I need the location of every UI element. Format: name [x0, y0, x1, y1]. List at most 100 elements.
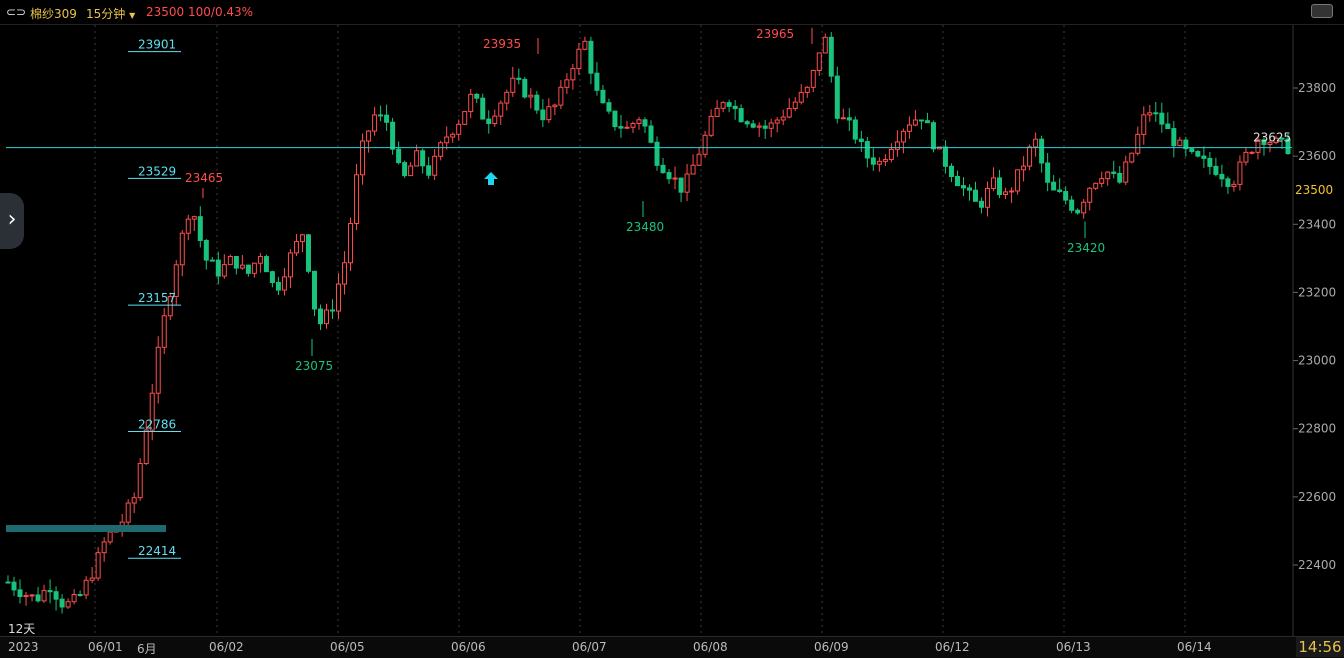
candle-body	[299, 234, 305, 243]
candle-body	[65, 601, 71, 608]
date-label: 06/01	[88, 640, 123, 654]
candle-body	[1183, 139, 1189, 150]
candle-body	[384, 114, 390, 123]
candle-body	[251, 262, 257, 274]
candle-body	[83, 579, 89, 596]
candle-body	[600, 89, 606, 104]
candle-body	[215, 259, 221, 277]
y-tick-label: 23000	[1298, 354, 1336, 368]
candle-body	[528, 94, 534, 98]
candle-body	[1153, 112, 1159, 115]
y-tick-label: 22800	[1298, 422, 1336, 436]
candle-body	[323, 309, 329, 325]
candle-body	[5, 581, 11, 584]
candle-body	[185, 218, 191, 234]
candle-body	[516, 77, 522, 80]
candle-body	[888, 148, 894, 161]
candle-body	[979, 200, 985, 208]
candle-body	[263, 256, 269, 273]
candle-body	[390, 121, 396, 150]
candle-body	[1015, 169, 1021, 192]
candle-body	[468, 93, 474, 113]
candle-body	[360, 140, 366, 176]
candle-body	[330, 309, 336, 312]
date-label: 06/07	[572, 640, 607, 654]
candle-body	[167, 296, 173, 317]
candle-body	[372, 114, 378, 132]
candle-body	[101, 541, 107, 554]
candle-body	[552, 104, 558, 108]
candle-body	[870, 157, 876, 165]
candle-body	[149, 392, 155, 431]
candle-body	[726, 102, 732, 107]
candle-body	[239, 264, 245, 269]
candle-body	[973, 189, 979, 202]
candle-body	[1105, 171, 1111, 180]
candle-body	[1033, 138, 1039, 148]
candle-body	[53, 591, 59, 600]
extreme-label: 23965	[756, 27, 794, 41]
candle-body	[702, 134, 708, 155]
candle-body	[960, 185, 966, 189]
period-selector[interactable]: 15分钟 ▼	[86, 5, 135, 22]
candle-body	[1093, 182, 1099, 189]
candle-body	[900, 130, 906, 143]
candle-body	[432, 155, 438, 176]
candle-body	[570, 68, 576, 81]
candle-body	[498, 102, 504, 117]
period-label: 15分钟	[86, 7, 126, 21]
candle-body	[684, 173, 690, 193]
level-label: 23157	[138, 291, 176, 305]
level-label: 22786	[138, 417, 176, 431]
candle-body	[522, 78, 528, 98]
candle-body	[1129, 152, 1135, 163]
candle-body	[1237, 161, 1243, 185]
candle-body	[762, 125, 768, 129]
candle-body	[336, 283, 342, 312]
candle-body	[125, 502, 131, 523]
candle-body	[576, 48, 582, 70]
candle-body	[197, 216, 203, 241]
candle-body	[366, 130, 372, 142]
candle-body	[287, 252, 293, 278]
candle-body	[1003, 191, 1009, 196]
candle-body	[257, 256, 263, 264]
date-label: 06/13	[1056, 640, 1091, 654]
link-icon[interactable]: ⊂⊃	[6, 5, 27, 19]
y-tick-label: 23600	[1298, 149, 1336, 163]
candle-body	[678, 177, 684, 193]
candle-body	[414, 150, 420, 167]
candle-body	[906, 124, 912, 132]
candle-body	[918, 119, 924, 122]
candle-body	[1123, 161, 1129, 183]
toggle-icon[interactable]	[1311, 4, 1333, 18]
candle-body	[997, 177, 1003, 196]
candle-body	[1045, 162, 1051, 183]
candle-body	[828, 36, 834, 77]
candle-body	[1087, 187, 1093, 203]
extreme-label: 23935	[483, 37, 521, 51]
candle-body	[744, 121, 750, 125]
candle-body	[738, 108, 744, 123]
candle-body	[510, 77, 516, 93]
candle-body	[774, 119, 780, 124]
expand-panel-button[interactable]: ›	[0, 193, 24, 249]
candle-body	[1135, 133, 1141, 154]
price-change: 100/0.43%	[188, 5, 254, 19]
candle-body	[59, 598, 65, 608]
candle-body	[1189, 148, 1195, 153]
toolbar: ⊂⊃ 棉纱309 15分钟 ▼ 23500 100/0.43%	[0, 0, 1344, 25]
candle-body	[41, 590, 47, 602]
symbol-name[interactable]: 棉纱309	[30, 7, 77, 21]
candle-body	[967, 187, 973, 191]
candle-body	[991, 177, 997, 189]
candle-body	[1249, 151, 1255, 154]
candle-body	[1069, 199, 1075, 211]
candle-body	[768, 122, 774, 129]
candle-body	[1057, 189, 1063, 193]
up-arrow-icon	[484, 172, 498, 185]
date-label: 06/02	[209, 640, 244, 654]
candle-body	[1219, 173, 1225, 180]
y-tick-label: 23200	[1298, 285, 1336, 299]
